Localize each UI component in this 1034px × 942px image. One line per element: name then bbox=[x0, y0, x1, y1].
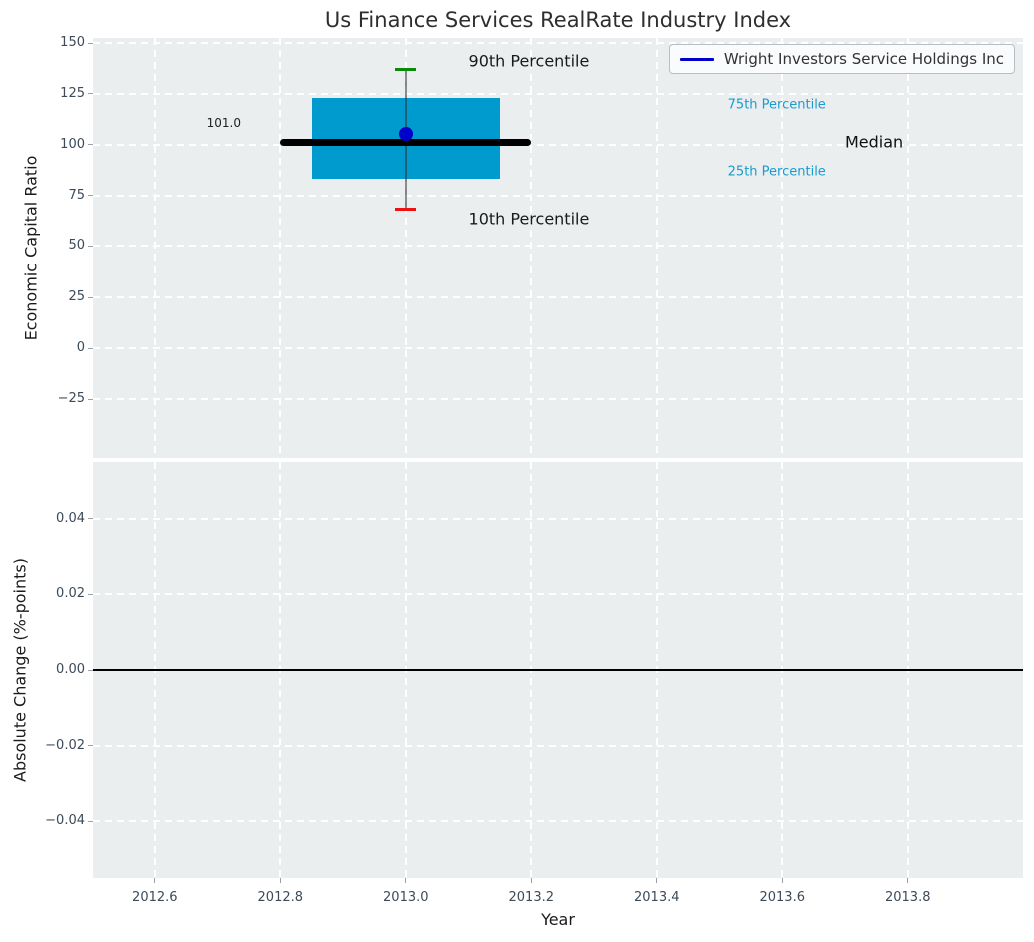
y-tick-mark bbox=[88, 398, 93, 400]
y-tick-mark bbox=[88, 296, 93, 298]
y-tick-label: 75 bbox=[68, 187, 85, 203]
y-gridline bbox=[93, 593, 1023, 596]
y-gridline bbox=[93, 194, 1023, 197]
whisker-cap-90th bbox=[395, 68, 417, 72]
y-gridline bbox=[93, 517, 1023, 520]
annotation-label: 90th Percentile bbox=[468, 51, 590, 71]
x-gridline bbox=[279, 38, 282, 458]
x-tick-mark bbox=[656, 878, 658, 883]
y-tick-mark bbox=[88, 144, 93, 146]
y-tick-mark bbox=[88, 93, 93, 95]
y-tick-mark bbox=[88, 820, 93, 822]
y-gridline bbox=[93, 42, 1023, 45]
y-tick-mark bbox=[88, 745, 93, 747]
x-tick-label: 2013.8 bbox=[884, 890, 931, 905]
y-tick-label: 50 bbox=[68, 238, 85, 254]
y-gridline bbox=[93, 245, 1023, 248]
chart-title: Us Finance Services RealRate Industry In… bbox=[324, 8, 792, 32]
x-tick-label: 2012.8 bbox=[257, 890, 304, 905]
annotation-label: Median bbox=[844, 132, 904, 152]
x-gridline bbox=[530, 38, 533, 458]
y-tick-label: 0.00 bbox=[56, 662, 85, 677]
bottom-panel-absolute-change bbox=[93, 462, 1023, 878]
y-gridline bbox=[93, 347, 1023, 350]
zero-line bbox=[93, 669, 1023, 671]
y-tick-label: 125 bbox=[60, 85, 85, 101]
y-tick-label: −0.02 bbox=[45, 737, 85, 753]
legend-line-icon bbox=[679, 57, 714, 61]
x-tick-mark bbox=[907, 878, 909, 883]
y-tick-label: 25 bbox=[68, 289, 85, 305]
y-tick-mark bbox=[88, 42, 93, 44]
y-gridline bbox=[93, 744, 1023, 747]
annotation-label: 25th Percentile bbox=[727, 164, 826, 180]
legend-label: Wright Investors Service Holdings Inc bbox=[723, 50, 1004, 68]
x-gridline bbox=[153, 38, 156, 458]
x-tick-mark bbox=[781, 878, 783, 883]
y-tick-mark bbox=[88, 245, 93, 247]
y-tick-label: 150 bbox=[60, 35, 85, 51]
y-gridline bbox=[93, 398, 1023, 401]
y-tick-label: 100 bbox=[60, 136, 85, 152]
x-tick-label: 2012.6 bbox=[132, 890, 178, 905]
y-tick-label: −25 bbox=[57, 391, 85, 407]
y-tick-label: 0 bbox=[76, 340, 85, 356]
y-tick-mark bbox=[88, 669, 93, 671]
x-gridline bbox=[404, 38, 407, 458]
y-gridline bbox=[93, 143, 1023, 146]
x-axis-label: Year bbox=[541, 910, 575, 929]
x-tick-label: 2013.4 bbox=[634, 890, 680, 905]
y-tick-mark bbox=[88, 347, 93, 349]
y-tick-label: 0.04 bbox=[56, 510, 85, 526]
annotation-label: 10th Percentile bbox=[468, 209, 590, 229]
median-line bbox=[280, 139, 532, 147]
x-gridline bbox=[781, 38, 784, 458]
company-marker-dot bbox=[398, 127, 413, 142]
whisker-cap-10th bbox=[395, 207, 417, 211]
legend: Wright Investors Service Holdings Inc bbox=[668, 44, 1015, 74]
x-tick-label: 2013.2 bbox=[508, 890, 555, 905]
x-tick-mark bbox=[405, 878, 407, 883]
x-gridline bbox=[906, 38, 909, 458]
y-tick-mark bbox=[88, 593, 93, 595]
y-gridline bbox=[93, 820, 1023, 823]
x-tick-mark bbox=[530, 878, 532, 883]
x-tick-label: 2013.6 bbox=[759, 890, 805, 905]
annotation-label: 75th Percentile bbox=[727, 97, 826, 113]
y-tick-mark bbox=[88, 195, 93, 197]
y-gridline bbox=[93, 92, 1023, 95]
x-gridline bbox=[655, 38, 658, 458]
top-panel-economic-capital-ratio: Wright Investors Service Holdings Inc 90… bbox=[93, 38, 1023, 458]
y-tick-mark bbox=[88, 518, 93, 520]
y-tick-label: 0.02 bbox=[56, 586, 85, 602]
x-tick-mark bbox=[154, 878, 156, 883]
y-gridline bbox=[93, 296, 1023, 299]
x-tick-label: 2013.0 bbox=[383, 890, 429, 905]
x-tick-mark bbox=[279, 878, 281, 883]
annotation-label: 101.0 bbox=[206, 116, 241, 131]
y-tick-label: −0.04 bbox=[45, 813, 85, 829]
